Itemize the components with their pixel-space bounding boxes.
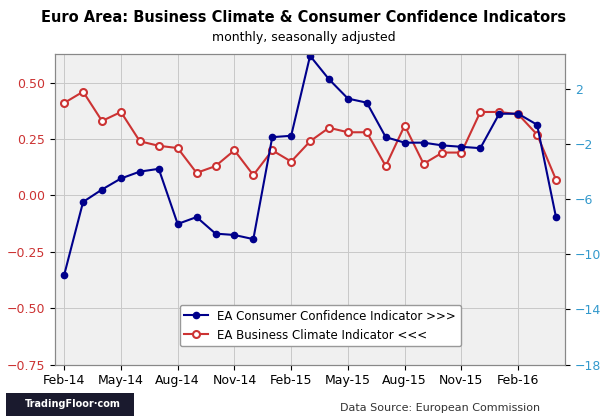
EA Business Climate Indicator <<< — [496, 109, 503, 114]
EA Consumer Confidence Indicator >>> — [496, 111, 503, 116]
EA Consumer Confidence Indicator >>> — [477, 146, 484, 151]
EA Business Climate Indicator <<< — [477, 109, 484, 114]
Text: monthly, seasonally adjusted: monthly, seasonally adjusted — [212, 31, 396, 44]
EA Business Climate Indicator <<< — [363, 130, 370, 135]
EA Consumer Confidence Indicator >>> — [117, 176, 125, 181]
EA Business Climate Indicator <<< — [306, 139, 314, 144]
EA Business Climate Indicator <<< — [401, 123, 409, 128]
EA Business Climate Indicator <<< — [344, 130, 351, 135]
EA Consumer Confidence Indicator >>> — [250, 237, 257, 242]
EA Consumer Confidence Indicator >>> — [363, 100, 370, 105]
EA Consumer Confidence Indicator >>> — [514, 111, 522, 116]
EA Consumer Confidence Indicator >>> — [174, 222, 181, 227]
EA Consumer Confidence Indicator >>> — [420, 140, 427, 145]
EA Business Climate Indicator <<< — [117, 109, 125, 114]
EA Business Climate Indicator <<< — [382, 163, 389, 168]
EA Business Climate Indicator <<< — [80, 89, 87, 94]
EA Business Climate Indicator <<< — [533, 132, 541, 137]
EA Business Climate Indicator <<< — [155, 143, 162, 148]
EA Consumer Confidence Indicator >>> — [80, 199, 87, 204]
EA Business Climate Indicator <<< — [439, 150, 446, 155]
EA Consumer Confidence Indicator >>> — [306, 53, 314, 58]
EA Consumer Confidence Indicator >>> — [231, 233, 238, 238]
EA Business Climate Indicator <<< — [269, 148, 276, 153]
EA Business Climate Indicator <<< — [552, 177, 559, 182]
EA Business Climate Indicator <<< — [231, 148, 238, 153]
EA Consumer Confidence Indicator >>> — [212, 231, 219, 236]
Line: EA Business Climate Indicator <<<: EA Business Climate Indicator <<< — [61, 88, 559, 183]
EA Business Climate Indicator <<< — [98, 119, 106, 124]
Text: Data Source: European Commission: Data Source: European Commission — [340, 403, 541, 413]
EA Consumer Confidence Indicator >>> — [155, 166, 162, 171]
EA Business Climate Indicator <<< — [458, 150, 465, 155]
EA Consumer Confidence Indicator >>> — [61, 272, 68, 277]
Line: EA Consumer Confidence Indicator >>>: EA Consumer Confidence Indicator >>> — [61, 53, 559, 278]
EA Business Climate Indicator <<< — [420, 161, 427, 166]
EA Consumer Confidence Indicator >>> — [552, 215, 559, 220]
EA Consumer Confidence Indicator >>> — [382, 134, 389, 140]
EA Consumer Confidence Indicator >>> — [439, 143, 446, 148]
EA Consumer Confidence Indicator >>> — [98, 187, 106, 192]
EA Consumer Confidence Indicator >>> — [136, 169, 143, 174]
EA Consumer Confidence Indicator >>> — [325, 77, 333, 82]
Text: TradingFloor·com: TradingFloor·com — [24, 399, 120, 409]
EA Consumer Confidence Indicator >>> — [458, 144, 465, 149]
EA Business Climate Indicator <<< — [288, 159, 295, 164]
EA Consumer Confidence Indicator >>> — [344, 96, 351, 101]
EA Business Climate Indicator <<< — [514, 112, 522, 117]
EA Consumer Confidence Indicator >>> — [401, 140, 409, 145]
Text: Euro Area: Business Climate & Consumer Confidence Indicators: Euro Area: Business Climate & Consumer C… — [41, 10, 567, 26]
EA Consumer Confidence Indicator >>> — [533, 122, 541, 127]
Legend: EA Consumer Confidence Indicator >>>, EA Business Climate Indicator <<<: EA Consumer Confidence Indicator >>>, EA… — [180, 305, 461, 346]
EA Business Climate Indicator <<< — [61, 101, 68, 106]
EA Consumer Confidence Indicator >>> — [193, 215, 200, 220]
EA Business Climate Indicator <<< — [212, 163, 219, 168]
EA Business Climate Indicator <<< — [193, 171, 200, 176]
EA Business Climate Indicator <<< — [174, 145, 181, 150]
EA Business Climate Indicator <<< — [325, 125, 333, 130]
EA Consumer Confidence Indicator >>> — [288, 133, 295, 138]
EA Business Climate Indicator <<< — [136, 139, 143, 144]
EA Consumer Confidence Indicator >>> — [269, 134, 276, 140]
EA Business Climate Indicator <<< — [250, 173, 257, 178]
